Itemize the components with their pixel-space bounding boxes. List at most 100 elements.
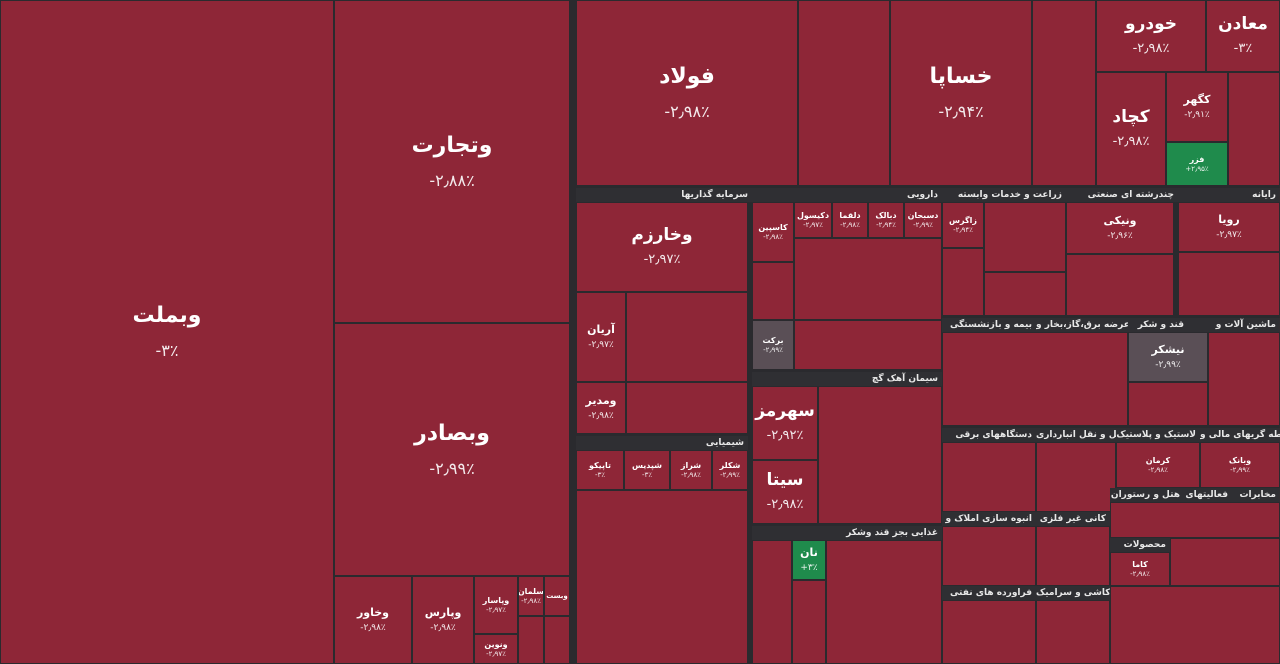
tile-cluster[interactable] — [1228, 72, 1280, 186]
tile-shiraz[interactable]: شراز -۲٫۹۸٪ — [670, 450, 712, 490]
tile-cluster[interactable] — [826, 540, 942, 664]
tile-arian[interactable]: آریان -۲٫۹۷٪ — [576, 292, 626, 382]
tile-fazar[interactable]: فزر +۲٫۹۵٪ — [1166, 142, 1228, 186]
tile-cluster[interactable] — [984, 202, 1066, 272]
tile-cluster[interactable] — [942, 442, 1036, 512]
tile-maaden[interactable]: معادن -۳٪ — [1206, 0, 1280, 72]
tile-symbol: وتجارت — [411, 132, 493, 158]
tile-change: -۳٪ — [641, 471, 653, 480]
sector-machinery: ماشین آلات و — [1188, 318, 1280, 332]
tile-vpars[interactable]: وپارس -۲٫۹۸٪ — [412, 576, 474, 664]
sector-finance: واسطه گریهای مالی و — [1200, 428, 1280, 442]
tile-sita[interactable]: سیتا -۲٫۹۸٪ — [752, 460, 818, 524]
tile-cluster[interactable] — [626, 382, 748, 434]
tile-khodro[interactable]: خودرو -۲٫۹۸٪ — [1096, 0, 1206, 72]
tile-cluster[interactable] — [752, 540, 792, 664]
tile-kerman[interactable]: کرمان -۲٫۹۸٪ — [1116, 442, 1200, 488]
tile-dabor[interactable]: برکت -۲٫۹۹٪ — [752, 320, 794, 370]
tile-kgohar[interactable]: کگهر -۲٫۹۱٪ — [1166, 72, 1228, 142]
tile-symbol: شراز — [680, 460, 702, 470]
tile-change: -۲٫۹۸٪ — [681, 471, 701, 480]
sector-chemicals: شیمیایی — [576, 436, 748, 450]
tile-cluster[interactable] — [1110, 586, 1280, 664]
tile-salman[interactable]: سلمان -۲٫۹۸٪ — [518, 576, 544, 616]
tile-cluster[interactable] — [576, 490, 748, 664]
tile-change: -۲٫۹۸٪ — [1132, 41, 1170, 57]
sector-tile-ceramic: کاشی و سرامیک — [1036, 586, 1110, 600]
sector-computer: رایانه — [1178, 188, 1280, 202]
tile-nan[interactable]: نان +۳٪ — [792, 540, 826, 580]
tile-cluster[interactable] — [626, 292, 748, 382]
tile-zagros[interactable]: زاگرس -۲٫۹۴٪ — [942, 202, 984, 248]
tile-vtejarat[interactable]: وتجارت -۲٫۸۸٪ — [334, 0, 570, 323]
tile-change: -۳٪ — [594, 471, 606, 480]
tile-cluster[interactable] — [1128, 382, 1208, 426]
tile-dbalk[interactable]: دبالک -۲٫۹۴٪ — [868, 202, 904, 238]
tile-cluster[interactable] — [1208, 332, 1280, 426]
tile-cluster[interactable] — [1110, 502, 1280, 538]
tile-vniki[interactable]: ونیکی -۲٫۹۶٪ — [1066, 202, 1174, 254]
tile-symbol: نیشکر — [1151, 343, 1185, 356]
tile-change: -۲٫۹۴٪ — [953, 226, 973, 235]
tile-cluster[interactable] — [798, 0, 890, 186]
tile-symbol: خودرو — [1125, 13, 1177, 34]
tile-sahormoz[interactable]: سهرمز -۲٫۹۲٪ — [752, 386, 818, 460]
tile-roya[interactable]: رویا -۲٫۹۷٪ — [1178, 202, 1280, 252]
tile-dsobhan[interactable]: دسبحان -۲٫۹۹٪ — [904, 202, 942, 238]
tile-shpdis[interactable]: شپدیس -۳٪ — [624, 450, 670, 490]
tile-kchad[interactable]: کچاد -۲٫۹۸٪ — [1096, 72, 1166, 186]
tile[interactable] — [544, 616, 570, 664]
tile-cluster[interactable] — [942, 600, 1036, 664]
tile-kama[interactable]: کاما -۲٫۹۸٪ — [1110, 552, 1170, 586]
tile-symbol: تاپیکو — [589, 460, 611, 470]
tile-vbsader[interactable]: وبصادر -۲٫۹۹٪ — [334, 323, 570, 576]
tile-change: -۲٫۹۸٪ — [840, 221, 860, 230]
tile-cluster[interactable] — [1032, 0, 1096, 186]
tile-change: -۲٫۹۸٪ — [1148, 466, 1168, 475]
tile[interactable] — [792, 580, 826, 664]
tile-cluster[interactable] — [1178, 252, 1280, 316]
tile-symbol: شکلر — [719, 460, 741, 470]
tile[interactable] — [518, 616, 544, 664]
tile-vkharazm[interactable]: وخارزم -۲٫۹۷٪ — [576, 202, 748, 292]
tile-vbest[interactable]: وبست — [544, 576, 570, 616]
tile-cluster[interactable] — [1036, 600, 1110, 664]
tile-symbol: رویا — [1218, 213, 1240, 226]
tile-vnovin[interactable]: ونوین -۲٫۹۷٪ — [474, 634, 518, 664]
tile-cluster[interactable] — [1036, 526, 1110, 586]
tile-vbmelat[interactable]: وبملت -۳٪ — [0, 0, 334, 664]
tile-vbank[interactable]: وبانک -۲٫۹۹٪ — [1200, 442, 1280, 488]
tile-cluster[interactable] — [794, 238, 942, 320]
tile-symbol: معادن — [1218, 13, 1268, 34]
tile-dlqma[interactable]: دلقما -۲٫۹۸٪ — [832, 202, 868, 238]
tile-change: -۲٫۹۷٪ — [588, 339, 614, 350]
tile-cluster[interactable] — [794, 320, 942, 370]
tile-cluster[interactable] — [1170, 538, 1280, 586]
tile-cluster[interactable] — [1066, 254, 1174, 316]
tile[interactable] — [942, 248, 984, 316]
tile-tapiko[interactable]: تاپیکو -۳٪ — [576, 450, 624, 490]
sector-food: غذایی بجز قند وشکر — [752, 526, 942, 540]
tile-cluster[interactable] — [1036, 442, 1116, 512]
tile-shkolor[interactable]: شکلر -۲٫۹۹٪ — [712, 450, 748, 490]
tile-change: -۲٫۹۸٪ — [1130, 570, 1150, 579]
tile-symbol: زاگرس — [948, 215, 977, 225]
tile-change: -۲٫۹۹٪ — [1155, 359, 1181, 370]
tile-cluster[interactable] — [942, 526, 1036, 586]
tile-vmodir[interactable]: ومدیر -۲٫۹۸٪ — [576, 382, 626, 434]
tile-vkhavar[interactable]: وخاور -۲٫۹۸٪ — [334, 576, 412, 664]
tile-nishkar[interactable]: نیشکر -۲٫۹۹٪ — [1128, 332, 1208, 382]
tile-cluster[interactable] — [942, 332, 1128, 426]
sector-agriculture: زراعت و خدمات وابسته — [942, 188, 1066, 202]
tile-khsapa[interactable]: خساپا -۲٫۹۴٪ — [890, 0, 1032, 186]
tile-kaspian[interactable]: کاسپین -۲٫۹۸٪ — [752, 202, 794, 262]
tile-cluster[interactable] — [818, 386, 942, 524]
tile-dkisol[interactable]: دکیسول -۲٫۹۷٪ — [794, 202, 832, 238]
tile-cluster[interactable] — [984, 272, 1066, 316]
tile-foolad[interactable]: فولاد -۲٫۹۸٪ — [576, 0, 798, 186]
tile-vpasar[interactable]: وپاسار -۲٫۹۷٪ — [474, 576, 518, 634]
tile[interactable] — [752, 262, 794, 320]
tile-change: -۲٫۹۹٪ — [763, 346, 783, 355]
sector-multi-industry: چندرشته ای صنعتی — [1066, 188, 1178, 202]
tile-symbol: ونیکی — [1103, 214, 1137, 227]
